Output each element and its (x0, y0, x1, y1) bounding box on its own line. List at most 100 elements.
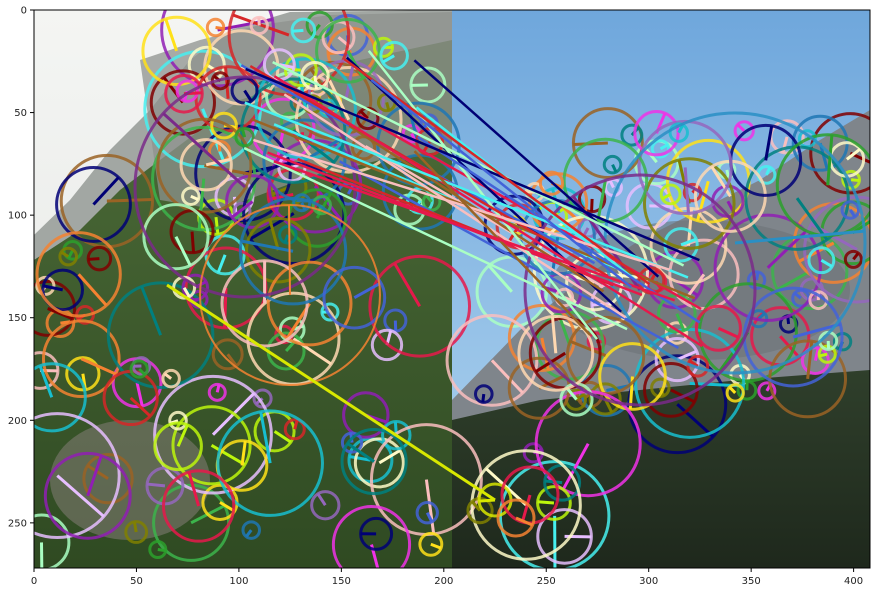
match-line (273, 75, 703, 348)
keypoint-circle (496, 498, 536, 538)
keypoint-circle (151, 125, 257, 232)
keypoint-orientation (424, 479, 436, 535)
keypoint-circle (181, 273, 209, 302)
keypoint-orientation (757, 312, 766, 320)
keypoint-circle (161, 469, 236, 543)
match-line (243, 146, 628, 331)
keypoint-orientation (590, 198, 594, 212)
keypoint-orientation (734, 229, 865, 245)
keypoint-circle (210, 111, 238, 140)
keypoint-circle (171, 405, 252, 486)
match-line (283, 93, 627, 319)
keypoint-orientation (611, 163, 618, 173)
match-line (249, 65, 609, 278)
keypoint-orientation (216, 254, 227, 274)
y-tick-label: 0 (21, 6, 27, 17)
y-tick-label: 200 (8, 416, 27, 427)
keypoint-orientation (481, 393, 486, 403)
match-line (413, 150, 592, 336)
keypoint-circle (538, 170, 565, 196)
keypoint-circle (34, 362, 87, 433)
match-line (273, 160, 676, 302)
keypoint-circle (713, 213, 822, 322)
keypoint-circle (35, 275, 56, 296)
keypoint-orientation (316, 492, 327, 507)
keypoint-orientation (728, 386, 737, 394)
keypoint-circle (254, 57, 357, 161)
keypoint-orientation (764, 125, 774, 161)
keypoint-orientation (813, 347, 820, 361)
keypoint-circle (554, 287, 575, 308)
keypoint-orientation (471, 500, 482, 512)
keypoint-orientation (135, 382, 144, 407)
keypoint-orientation (381, 54, 395, 64)
keypoint-circle (634, 327, 746, 439)
keypoint-orientation (140, 285, 162, 336)
match-line (413, 59, 660, 278)
keypoint-orientation (596, 180, 607, 222)
keypoint-orientation (676, 349, 698, 361)
keypoint-orientation (344, 61, 356, 99)
y-tick-label: 150 (8, 313, 27, 324)
keypoint-orientation (608, 179, 615, 189)
keypoint-circle (733, 120, 755, 142)
keypoint-orientation (425, 194, 433, 203)
keypoint-circle (470, 449, 582, 561)
keypoint-orientation (852, 252, 860, 261)
y-tick-label: 50 (14, 108, 27, 119)
keypoint-orientation (776, 270, 811, 291)
keypoint-circle (351, 135, 377, 161)
keypoint-orientation (129, 396, 152, 418)
match-line (166, 283, 496, 502)
keypoint-circle (697, 282, 798, 383)
keypoint-circle (415, 501, 439, 525)
keypoint-orientation (241, 239, 294, 253)
keypoint-orientation (240, 440, 247, 466)
keypoint-orientation (77, 273, 108, 307)
keypoint-orientation (582, 227, 590, 237)
keypoint-circle (368, 254, 472, 358)
keypoint-orientation (47, 307, 74, 321)
keypoint-circle (598, 342, 667, 411)
keypoint-orientation (676, 403, 715, 438)
keypoint-orientation (43, 284, 64, 292)
match-line (244, 101, 689, 279)
keypoint-orientation (132, 521, 138, 533)
keypoint-circle (245, 217, 312, 284)
keypoint-circle (168, 410, 188, 431)
keypoint-orientation (146, 482, 166, 488)
keypoint-orientation (537, 500, 555, 505)
keypoint-circle (43, 451, 132, 540)
keypoint-circle (153, 421, 203, 472)
match-line (343, 58, 651, 286)
keypoint-orientation (675, 313, 686, 332)
keypoint-orientation (550, 316, 558, 354)
keypoint-orientation (538, 373, 567, 390)
keypoint-orientation (425, 512, 434, 523)
keypoint-orientation (182, 286, 191, 298)
keypoint-orientation (650, 268, 659, 282)
y-tick-label: 250 (8, 518, 27, 529)
keypoint-orientation (755, 271, 760, 281)
axes-frame (33, 9, 871, 569)
keypoint-orientation (268, 219, 280, 251)
keypoint-orientation (430, 542, 442, 550)
x-tick-label: 300 (639, 576, 658, 587)
keypoint-orientation (851, 219, 870, 235)
keypoint-orientation (88, 257, 100, 261)
keypoint-circle (310, 490, 341, 521)
keypoint-orientation (67, 249, 75, 259)
keypoint-circle (654, 336, 700, 383)
keypoint-circle (807, 246, 836, 275)
keypoint-circle (650, 139, 671, 159)
keypoint-circle (517, 314, 595, 392)
keypoint-circle (353, 437, 405, 489)
keypoint-orientation (226, 353, 238, 367)
keypoint-orientation (283, 234, 290, 244)
keypoint-orientation (259, 411, 272, 464)
keypoint-circle (340, 427, 408, 496)
keypoint-orientation (573, 141, 608, 147)
keypoint-circle (418, 531, 444, 557)
